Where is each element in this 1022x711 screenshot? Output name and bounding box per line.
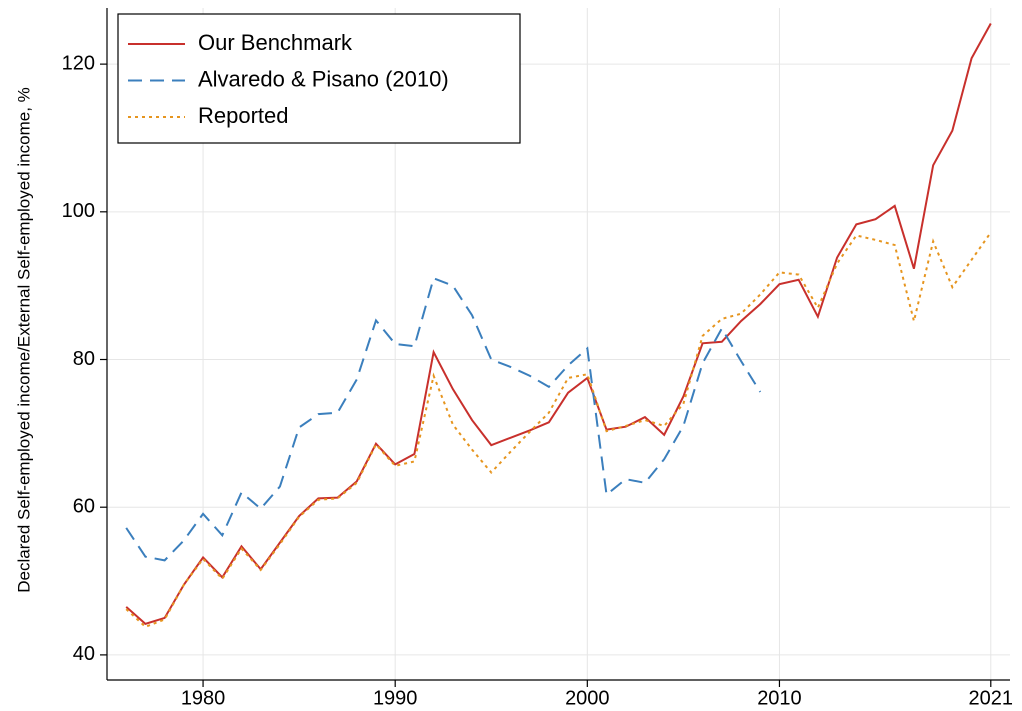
y-axis-label: Declared Self-employed income/External S… [14, 87, 33, 593]
legend-label: Alvaredo & Pisano (2010) [198, 66, 449, 91]
y-tick-label: 120 [62, 52, 95, 74]
y-tick-label: 80 [73, 348, 95, 370]
x-tick-label: 2010 [757, 687, 802, 709]
x-tick-label: 1980 [181, 687, 226, 709]
legend-label: Our Benchmark [198, 30, 353, 55]
line-series [125, 23, 992, 625]
line-series [125, 231, 992, 628]
legend-box [117, 13, 521, 144]
y-tick-label: 40 [73, 643, 95, 665]
legend-label: Reported [198, 103, 289, 128]
y-tick-label: 60 [73, 495, 95, 517]
x-tick-label: 2000 [565, 687, 610, 709]
line-series [125, 276, 762, 562]
x-tick-label: 1990 [373, 687, 418, 709]
y-tick-label: 100 [62, 200, 95, 222]
x-tick-label: 2021 [969, 687, 1014, 709]
